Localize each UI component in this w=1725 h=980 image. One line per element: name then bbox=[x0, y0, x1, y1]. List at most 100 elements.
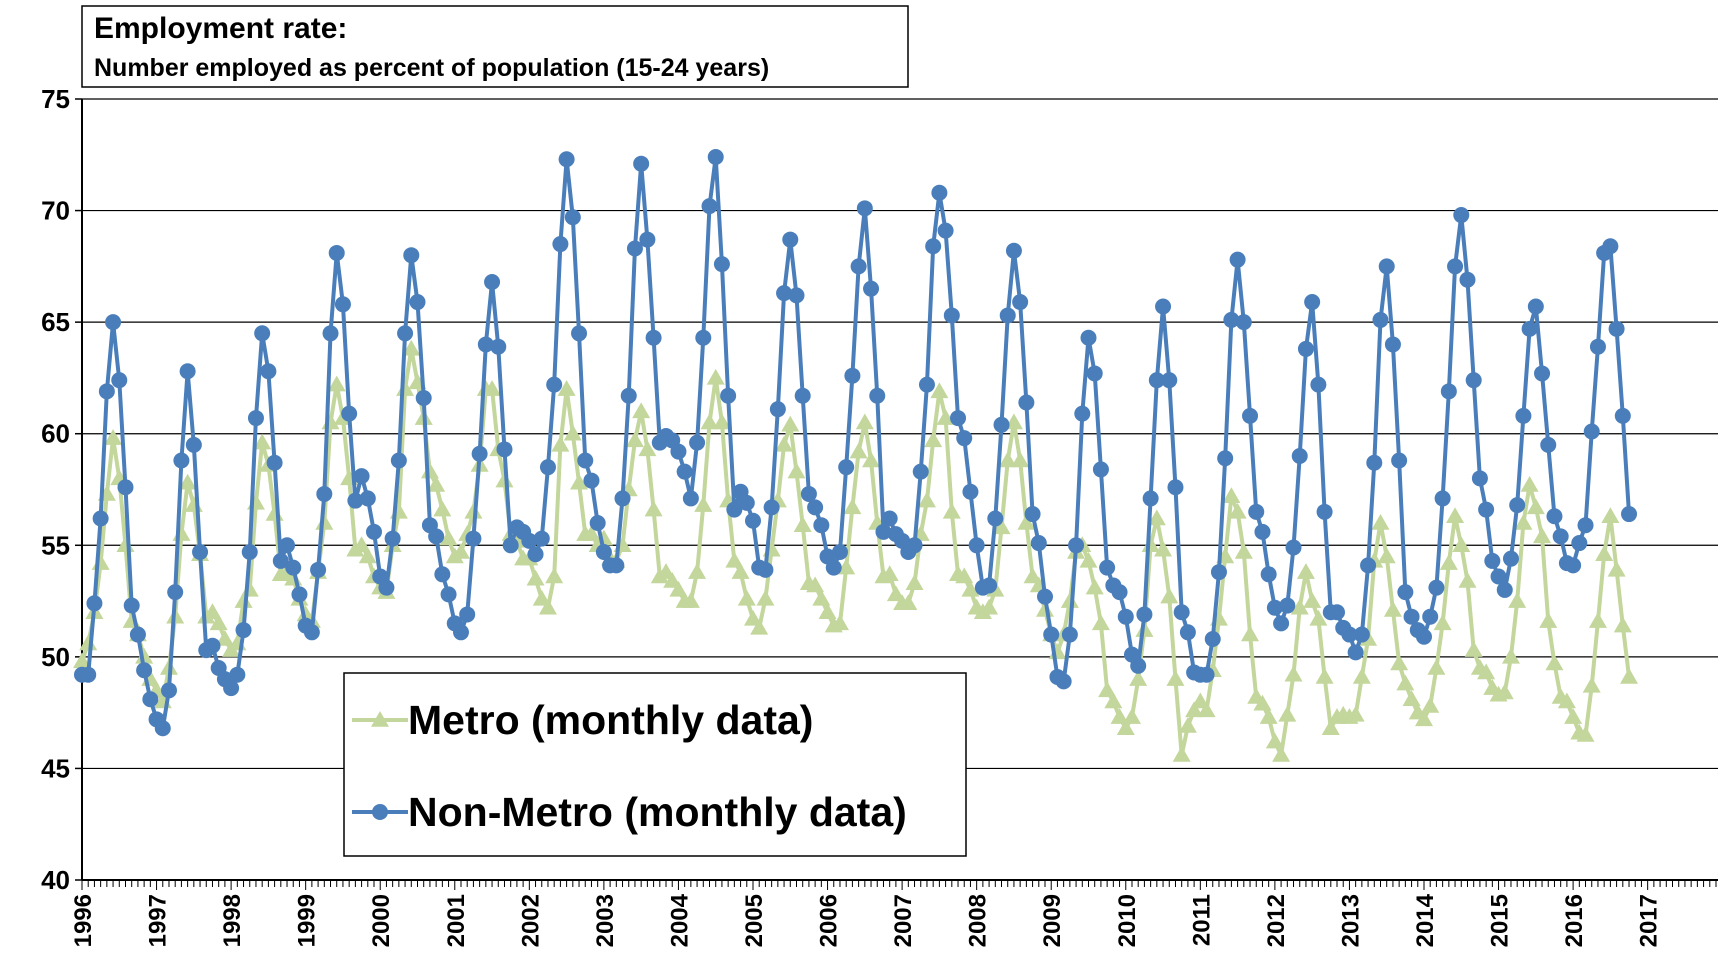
data-point bbox=[105, 314, 122, 331]
chart-title: Employment rate: bbox=[94, 12, 347, 45]
data-point bbox=[1557, 692, 1576, 709]
data-point bbox=[695, 329, 712, 346]
data-point bbox=[434, 566, 451, 583]
data-point bbox=[1452, 536, 1471, 553]
data-point bbox=[987, 510, 1004, 527]
data-point bbox=[80, 666, 97, 683]
data-point bbox=[968, 537, 985, 554]
data-point bbox=[1321, 719, 1340, 736]
data-point bbox=[657, 563, 676, 579]
data-point bbox=[215, 630, 234, 646]
data-point bbox=[731, 563, 750, 579]
data-point bbox=[1291, 448, 1308, 465]
data-point bbox=[1018, 394, 1035, 411]
data-point bbox=[260, 363, 277, 380]
data-point bbox=[570, 473, 589, 490]
data-point bbox=[1117, 608, 1134, 625]
data-point bbox=[886, 585, 905, 602]
data-point bbox=[310, 561, 327, 578]
y-tick-label: 45 bbox=[41, 753, 70, 783]
data-point bbox=[246, 493, 265, 510]
data-point bbox=[1154, 540, 1173, 557]
data-point bbox=[564, 209, 581, 226]
data-point bbox=[1453, 207, 1470, 224]
data-point bbox=[1303, 592, 1322, 608]
data-point bbox=[931, 184, 948, 201]
data-point bbox=[1607, 560, 1626, 577]
data-point bbox=[1540, 436, 1557, 453]
x-tick-label: 2014 bbox=[1412, 893, 1439, 947]
x-tick-label: 2012 bbox=[1263, 894, 1290, 947]
data-point bbox=[1384, 336, 1401, 353]
data-point bbox=[1352, 667, 1371, 684]
data-point bbox=[502, 537, 519, 554]
data-point bbox=[669, 580, 688, 597]
data-point bbox=[1266, 599, 1283, 616]
data-point bbox=[1017, 513, 1036, 530]
data-point bbox=[86, 595, 103, 612]
data-point bbox=[980, 598, 999, 615]
data-point bbox=[539, 459, 556, 476]
data-point bbox=[98, 383, 115, 400]
data-point bbox=[1353, 626, 1370, 643]
y-tick-label: 70 bbox=[41, 196, 70, 226]
data-point bbox=[1191, 692, 1210, 709]
legend-label: Non-Metro (monthly data) bbox=[408, 789, 907, 835]
data-point bbox=[763, 499, 780, 516]
data-point bbox=[1341, 626, 1358, 643]
data-point bbox=[1434, 490, 1451, 507]
data-point bbox=[1172, 746, 1191, 762]
data-point bbox=[625, 431, 644, 448]
data-point bbox=[950, 410, 967, 427]
data-point bbox=[303, 624, 320, 641]
data-point bbox=[1099, 559, 1116, 576]
chart-subtitle: Number employed as percent of population… bbox=[94, 54, 769, 82]
data-point bbox=[1241, 625, 1260, 642]
data-point bbox=[1167, 479, 1184, 496]
data-point bbox=[266, 454, 283, 471]
data-point bbox=[397, 325, 414, 342]
data-point bbox=[1583, 423, 1600, 440]
data-point bbox=[962, 483, 979, 500]
data-point bbox=[1527, 298, 1544, 315]
data-point bbox=[1185, 701, 1204, 718]
data-point bbox=[942, 502, 961, 519]
data-point bbox=[1129, 670, 1148, 686]
data-point bbox=[558, 151, 575, 168]
data-point bbox=[788, 287, 805, 304]
data-point bbox=[484, 273, 501, 290]
data-point bbox=[1091, 614, 1110, 631]
data-point bbox=[906, 537, 923, 554]
data-point bbox=[700, 413, 719, 430]
data-point bbox=[781, 415, 800, 432]
data-point bbox=[837, 558, 856, 575]
x-tick-label: 2001 bbox=[443, 894, 470, 947]
data-point bbox=[235, 622, 252, 639]
data-point bbox=[1595, 545, 1614, 561]
series-line bbox=[80, 346, 1632, 758]
data-point bbox=[582, 525, 601, 541]
data-point bbox=[203, 603, 222, 619]
data-point bbox=[1242, 407, 1259, 424]
y-tick-label: 55 bbox=[41, 530, 70, 560]
data-point bbox=[378, 579, 395, 596]
data-point bbox=[992, 518, 1011, 535]
data-point bbox=[856, 200, 873, 217]
data-point bbox=[720, 387, 737, 404]
legend-marker bbox=[371, 711, 389, 727]
data-point bbox=[1564, 708, 1583, 724]
data-point bbox=[135, 647, 154, 664]
y-tick-label: 60 bbox=[41, 419, 70, 449]
data-point bbox=[1509, 497, 1526, 514]
data-point bbox=[1024, 506, 1041, 523]
data-point bbox=[594, 529, 613, 546]
data-point bbox=[1446, 507, 1465, 524]
data-point bbox=[327, 375, 346, 392]
data-point bbox=[1166, 670, 1185, 686]
data-point bbox=[117, 479, 134, 496]
data-point bbox=[1030, 535, 1047, 552]
data-point bbox=[863, 280, 880, 297]
data-point bbox=[626, 240, 643, 257]
data-point bbox=[1490, 568, 1507, 585]
